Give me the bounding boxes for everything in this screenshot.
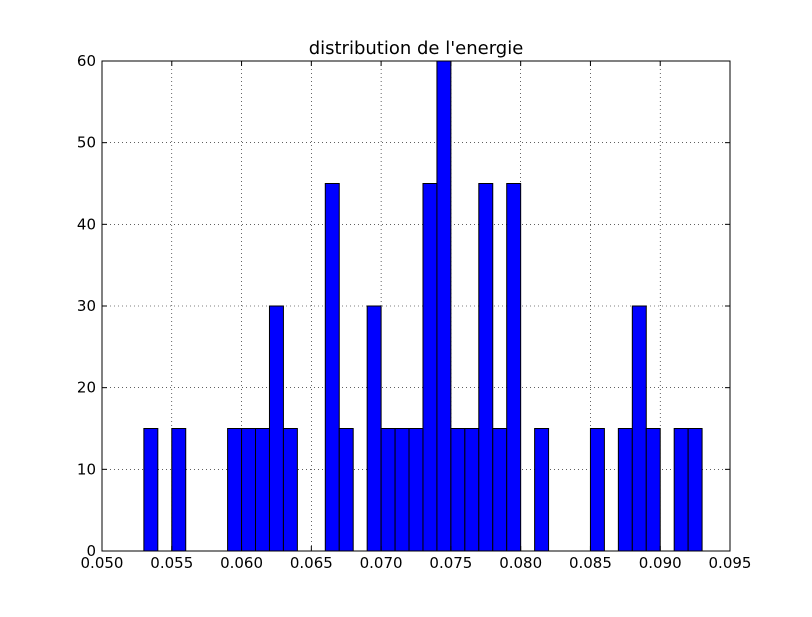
y-tick-label: 60 [77,52,96,70]
histogram-bar [450,428,466,552]
histogram-bar [268,305,284,552]
histogram-bar [464,428,480,552]
histogram-bar [687,428,703,552]
histogram-bar [506,183,522,552]
y-tick-label: 50 [77,134,96,152]
y-tick-label: 20 [77,379,96,397]
histogram-bar [338,428,354,552]
x-tick-label: 0.085 [569,554,612,572]
x-tick-label: 0.090 [639,554,682,572]
histogram-bar [366,305,382,552]
histogram-bar [589,428,605,552]
chart-title: distribution de l'energie [309,38,524,59]
histogram-bar [617,428,633,552]
histogram-bar [422,183,438,552]
y-axis-tick-labels: 0 10 20 30 40 50 60 [77,52,96,560]
histogram-bar [282,428,298,552]
histogram-bar [534,428,550,552]
histogram-bar [631,305,647,552]
histogram-bar [324,183,340,552]
x-tick-label: 0.070 [360,554,403,572]
y-tick-label: 40 [77,215,96,233]
y-tick-label: 10 [77,460,96,478]
y-tick-label: 0 [86,542,96,560]
axis-ticks [101,60,731,552]
histogram-bar [478,183,494,552]
histogram-bar [241,428,257,552]
histogram-bar [255,428,270,552]
x-tick-label: 0.060 [220,554,263,572]
histogram-bar [394,428,410,552]
y-tick-label: 30 [77,297,96,315]
x-tick-label: 0.080 [499,554,542,572]
histogram-bar [143,428,159,552]
x-tick-label: 0.095 [709,554,752,572]
histogram-bars [143,60,703,552]
x-tick-label: 0.050 [81,554,124,572]
histogram-bar [380,428,396,552]
histogram-bar [171,428,187,552]
histogram-bar [436,60,452,552]
histogram-bar [645,428,661,552]
x-tick-label: 0.055 [150,554,193,572]
histogram-bar [673,428,689,552]
x-tick-label: 0.065 [290,554,333,572]
histogram-bar [227,428,243,552]
histogram-bar [408,428,424,552]
x-axis-tick-labels: 0.050 0.055 0.060 0.065 0.070 0.075 0.080 0.085… [81,554,752,572]
x-tick-label: 0.075 [429,554,472,572]
histogram-bar [492,428,508,552]
